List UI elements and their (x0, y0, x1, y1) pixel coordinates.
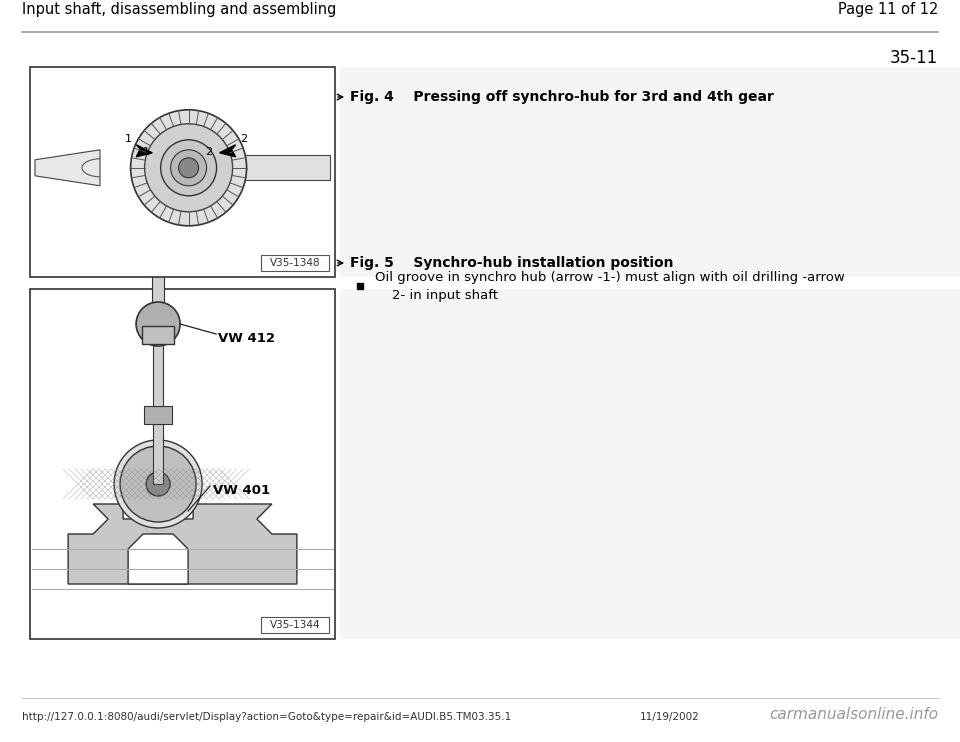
Bar (144, 314, 172, 329)
Circle shape (131, 110, 247, 226)
Text: VW 412: VW 412 (218, 332, 276, 346)
Circle shape (120, 446, 196, 522)
Polygon shape (136, 145, 153, 157)
Text: 35-11: 35-11 (890, 49, 938, 67)
Text: Oil groove in synchro hub (arrow -1-) must align with oil drilling -arrow
    2-: Oil groove in synchro hub (arrow -1-) mu… (375, 271, 845, 301)
Bar (142, 326, 174, 344)
Circle shape (114, 440, 203, 528)
Text: Fig. 5    Synchro-hub installation position: Fig. 5 Synchro-hub installation position (350, 256, 674, 270)
Text: Input shaft, disassembling and assembling: Input shaft, disassembling and assemblin… (22, 2, 336, 17)
Text: 11/19/2002: 11/19/2002 (640, 712, 700, 722)
Circle shape (146, 472, 170, 496)
Bar (144, 406, 172, 424)
Text: VW 401: VW 401 (213, 485, 270, 497)
Text: V35-1344: V35-1344 (270, 620, 321, 630)
Bar (340, 289, 960, 639)
Bar (261, 255, 329, 271)
Polygon shape (68, 504, 297, 584)
Bar (30, 67, 335, 277)
Text: Fig. 4    Pressing off synchro-hub for 3rd and 4th gear: Fig. 4 Pressing off synchro-hub for 3rd … (350, 90, 774, 104)
Text: carmanualsonline.info: carmanualsonline.info (769, 707, 938, 722)
Circle shape (160, 139, 217, 196)
Text: 1: 1 (143, 147, 150, 157)
Polygon shape (220, 145, 235, 157)
Bar (153, 424, 163, 484)
Polygon shape (35, 150, 100, 186)
Circle shape (136, 302, 180, 346)
Circle shape (179, 158, 199, 178)
Text: V35-1348: V35-1348 (270, 258, 321, 268)
Text: Page 11 of 12: Page 11 of 12 (838, 2, 938, 17)
Circle shape (171, 150, 206, 186)
Bar (261, 617, 329, 633)
Text: 1: 1 (125, 134, 132, 144)
Bar (30, 289, 335, 639)
Circle shape (145, 124, 232, 211)
Bar (340, 67, 960, 277)
Bar (153, 326, 163, 406)
Text: 2: 2 (205, 147, 212, 157)
Bar (244, 155, 330, 180)
Text: 2: 2 (240, 134, 247, 144)
Text: http://127.0.0.1:8080/audi/servlet/Display?action=Goto&type=repair&id=AUDI.B5.TM: http://127.0.0.1:8080/audi/servlet/Displ… (22, 712, 512, 722)
Polygon shape (128, 534, 188, 584)
Bar (152, 264, 164, 314)
